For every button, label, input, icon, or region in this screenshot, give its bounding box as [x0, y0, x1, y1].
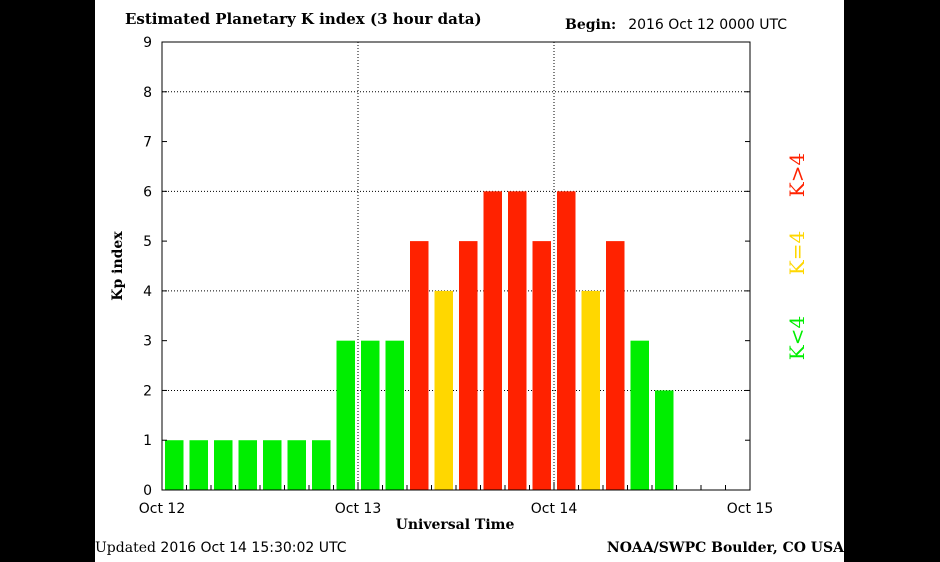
- legend-item: K<4: [785, 316, 809, 360]
- y-tick-label: 0: [143, 483, 152, 499]
- bar-1: [189, 440, 208, 490]
- legend-item: K=4: [785, 231, 809, 275]
- bar-14: [508, 191, 527, 491]
- begin-label: Begin:: [565, 17, 617, 33]
- updated-value: 2016 Oct 14 15:30:02 UTC: [160, 540, 347, 556]
- credit-line: NOAA/SWPC Boulder, CO USA: [606, 540, 844, 556]
- y-axis-ticks: 0 1 2 3 4 5 6 7 8 9: [143, 35, 750, 499]
- bar-16: [557, 191, 576, 491]
- y-tick-label: 4: [143, 284, 152, 300]
- bar-7: [336, 340, 355, 490]
- x-axis-label: Universal Time: [396, 517, 515, 533]
- bar-0: [165, 440, 184, 490]
- bar-9: [385, 340, 404, 490]
- y-tick-label: 8: [143, 85, 152, 101]
- bar-13: [483, 191, 502, 491]
- legend-item: K>4: [785, 153, 809, 197]
- bar-19: [630, 340, 649, 490]
- x-axis-ticks: Oct 12 Oct 13 Oct 14 Oct 15: [139, 482, 773, 517]
- bar-6: [312, 440, 331, 490]
- updated-label: Updated: [95, 540, 156, 556]
- bar-15: [532, 241, 551, 490]
- grid-lines: [162, 42, 750, 490]
- y-tick-label: 5: [143, 234, 152, 250]
- x-tick-label: Oct 15: [727, 501, 773, 517]
- y-tick-label: 3: [143, 334, 152, 350]
- begin-time: Begin: 2016 Oct 12 0000 UTC: [565, 17, 787, 33]
- x-tick-label: Oct 13: [335, 501, 381, 517]
- bar-20: [655, 390, 674, 490]
- bar-5: [287, 440, 306, 490]
- bar-2: [214, 440, 233, 490]
- bar-17: [581, 290, 600, 490]
- chart-panel: Estimated Planetary K index (3 hour data…: [95, 0, 844, 562]
- chart-title: Estimated Planetary K index (3 hour data…: [125, 10, 482, 28]
- bar-3: [238, 440, 257, 490]
- x-tick-label: Oct 14: [531, 501, 578, 517]
- bar-18: [606, 241, 625, 490]
- begin-value: 2016 Oct 12 0000 UTC: [628, 17, 788, 33]
- bar-10: [410, 241, 429, 490]
- bar-11: [434, 290, 453, 490]
- y-tick-label: 1: [143, 433, 152, 449]
- bar-4: [263, 440, 282, 490]
- y-tick-label: 6: [143, 184, 152, 200]
- bar-8: [361, 340, 380, 490]
- kp-index-chart: 0 1 2 3 4 5 6 7 8 9 Oct 12 Oct 13 Oct 14 Oct 15 Kp i…: [110, 35, 809, 533]
- y-axis-label: Kp index: [110, 231, 126, 301]
- x-tick-label: Oct 12: [139, 501, 185, 517]
- y-tick-label: 9: [143, 35, 152, 51]
- y-tick-label: 7: [143, 135, 152, 151]
- bars: [165, 191, 674, 491]
- bar-12: [459, 241, 478, 490]
- updated-timestamp: Updated 2016 Oct 14 15:30:02 UTC: [95, 540, 347, 556]
- y-tick-label: 2: [143, 383, 152, 399]
- legend: K<4 K=4 K>4: [785, 153, 809, 360]
